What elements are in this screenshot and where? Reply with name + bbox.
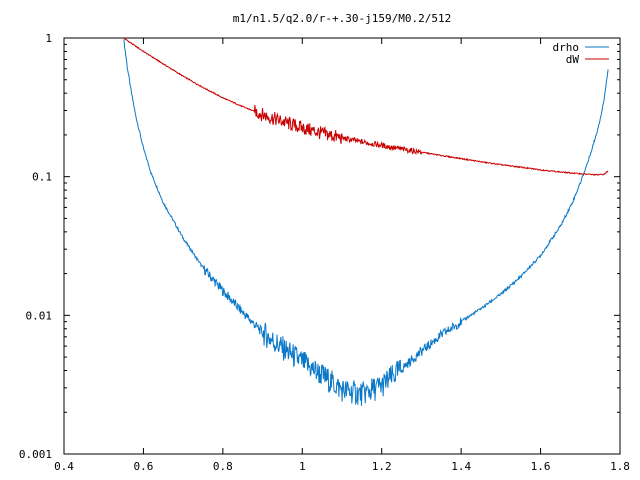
- y-tick-label: 0.001: [19, 448, 52, 461]
- y-tick-label: 0.01: [26, 309, 53, 322]
- axis-ticks: 0.4 0.6 0.8 1 1.2 1.4 1.6 1.8 1 0.1 0.01 0.001: [19, 32, 630, 473]
- x-tick-label: 0.4: [54, 460, 74, 473]
- legend-label-dW: dW: [566, 53, 580, 66]
- plot-frame: [63, 37, 621, 455]
- chart-title: m1/n1.5/q2.0/r-+.30-j159/M0.2/512: [233, 12, 452, 25]
- x-tick-label: 1.8: [610, 460, 630, 473]
- x-tick-label: 1.6: [531, 460, 551, 473]
- x-tick-label: 0.6: [133, 460, 153, 473]
- x-tick-label: 1.2: [372, 460, 392, 473]
- y-tick-label: 0.1: [32, 171, 52, 184]
- x-tick-label: 0.8: [213, 460, 233, 473]
- legend-label-drho: drho: [553, 41, 580, 54]
- x-tick-label: 1.4: [451, 460, 471, 473]
- x-tick-label: 1: [299, 460, 306, 473]
- y-tick-label: 1: [45, 32, 52, 45]
- series-line-dW: [123, 37, 609, 176]
- series-line-drho: [123, 39, 609, 406]
- series-lines: [123, 37, 609, 406]
